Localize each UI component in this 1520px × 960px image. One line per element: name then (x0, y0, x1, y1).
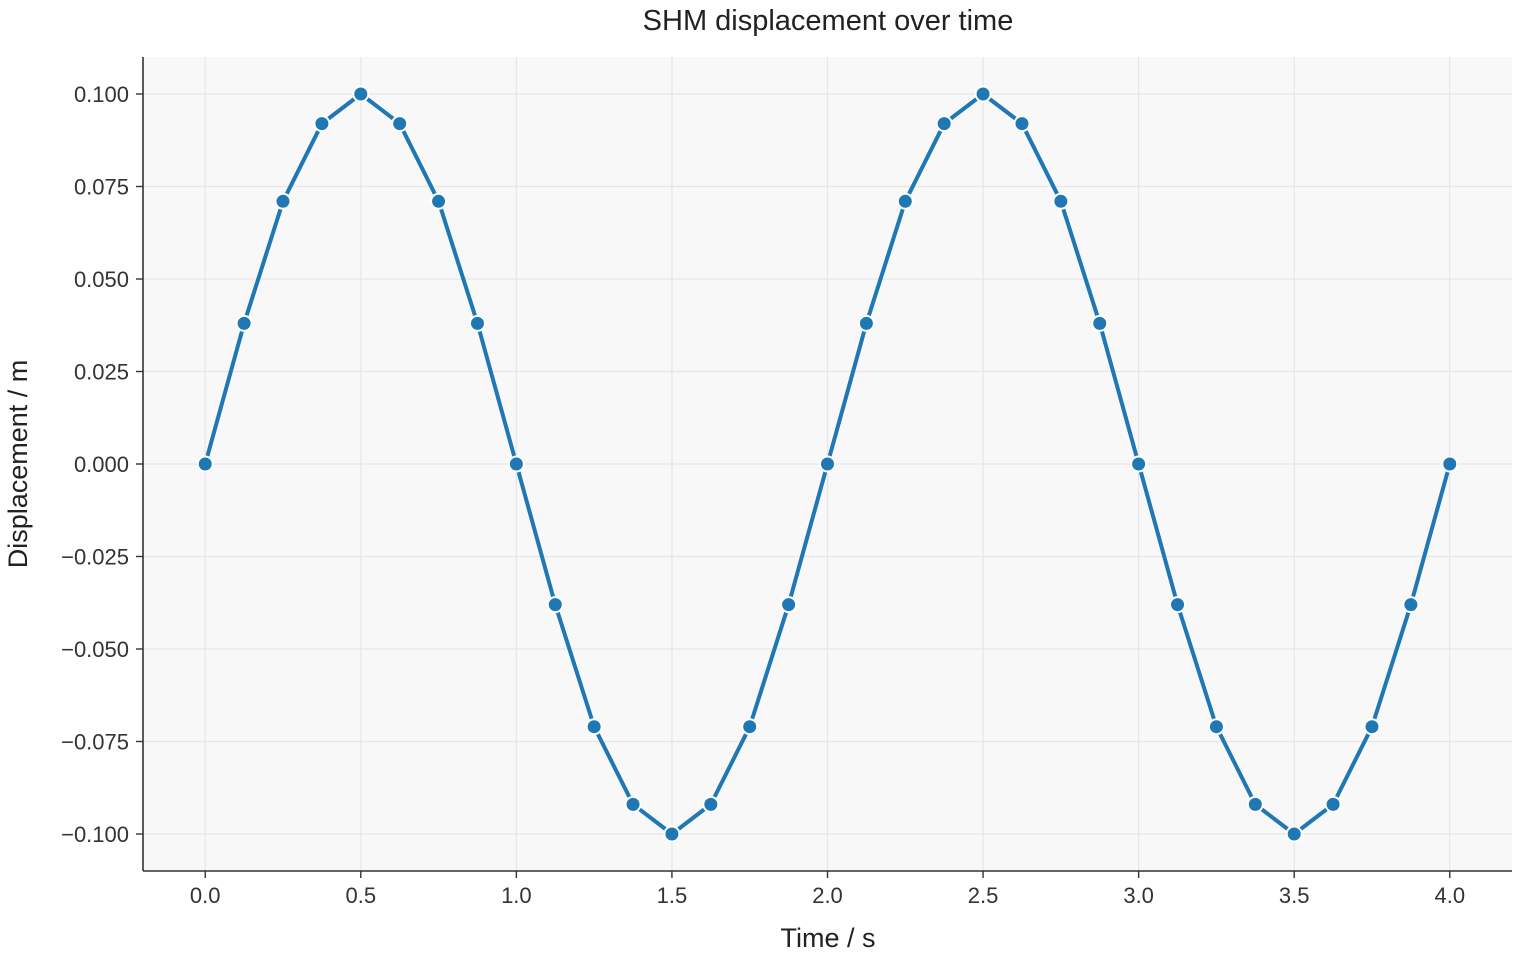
data-point (663, 825, 681, 843)
data-point (1285, 825, 1303, 843)
data-point (352, 85, 370, 103)
data-point (196, 455, 214, 473)
data-point (391, 115, 409, 133)
data-point (1013, 115, 1031, 133)
data-point (468, 314, 486, 332)
data-point (274, 192, 292, 210)
data-point (896, 192, 914, 210)
x-tick-label: 2.0 (812, 883, 843, 908)
data-point (857, 314, 875, 332)
data-point (1130, 455, 1148, 473)
y-tick-label: −0.100 (61, 822, 129, 847)
x-tick-label: 3.0 (1123, 883, 1154, 908)
y-tick-label: −0.025 (61, 545, 129, 570)
series-layer (196, 85, 1459, 843)
data-point (430, 192, 448, 210)
chart-title: SHM displacement over time (643, 5, 1014, 37)
y-tick-label: −0.075 (61, 730, 129, 755)
x-tick-label: 2.5 (968, 883, 999, 908)
y-tick-label: 0.025 (74, 360, 129, 385)
y-tick-label: −0.050 (61, 637, 129, 662)
data-point (780, 596, 798, 614)
x-tick-label: 3.5 (1279, 883, 1310, 908)
data-point (1246, 795, 1264, 813)
data-point (546, 596, 564, 614)
y-tick-label: 0.100 (74, 82, 129, 107)
data-point (741, 718, 759, 736)
data-point (1091, 314, 1109, 332)
x-tick-label: 0.5 (345, 883, 376, 908)
data-point (1324, 795, 1342, 813)
data-point (974, 85, 992, 103)
x-tick-label: 1.0 (501, 883, 532, 908)
data-point (235, 314, 253, 332)
y-tick-label: 0.050 (74, 267, 129, 292)
y-tick-label: 0.075 (74, 175, 129, 200)
y-tick-label: 0.000 (74, 452, 129, 477)
data-point (935, 115, 953, 133)
x-tick-label: 0.0 (190, 883, 221, 908)
data-point (1402, 596, 1420, 614)
x-tick-label: 4.0 (1434, 883, 1465, 908)
data-point (585, 718, 603, 736)
data-point (1207, 718, 1225, 736)
data-point (1169, 596, 1187, 614)
data-point (1052, 192, 1070, 210)
x-axis-label: Time / s (780, 923, 875, 953)
data-point (702, 795, 720, 813)
data-point (1441, 455, 1459, 473)
data-point (1363, 718, 1381, 736)
x-tick-label: 1.5 (657, 883, 688, 908)
data-point (624, 795, 642, 813)
data-point (507, 455, 525, 473)
axis-ticks: 0.0 0.5 1.0 1.5 2.0 2.5 3.0 3.5 4.0 0.100 0.075 0.0… (61, 82, 1465, 908)
y-axis-label: Displacement / m (3, 360, 33, 569)
data-point (313, 115, 331, 133)
data-point (819, 455, 836, 473)
